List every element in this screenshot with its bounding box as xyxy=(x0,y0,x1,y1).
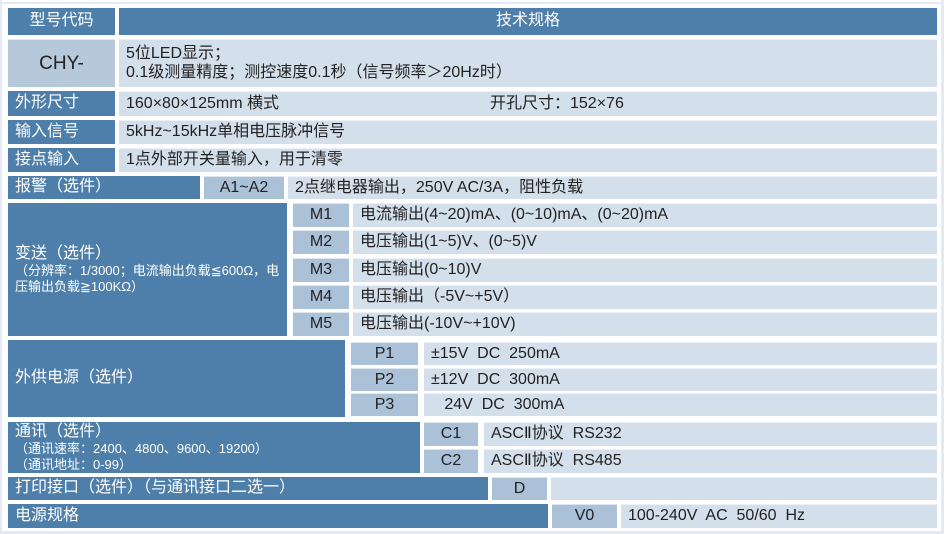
transmit-value-m3: 电压输出(0~10)V xyxy=(353,258,937,282)
input-signal-label: 输入信号 xyxy=(8,120,115,144)
alarm-value: 2点继电器输出，250V AC/3A，阻性负载 xyxy=(288,176,937,199)
aux-power-code-p2: P2 xyxy=(351,368,418,391)
hole-dimensions-value: 开孔尺寸：152×76 xyxy=(490,94,624,112)
power-spec-code-v0: V0 xyxy=(552,504,617,528)
table-border-bottom xyxy=(0,531,944,534)
alarm-code: A1~A2 xyxy=(204,176,284,199)
comm-code-c2: C2 xyxy=(424,449,478,473)
model-code-cell: CHY- xyxy=(8,39,115,87)
transmit-note: （分辨率：1/3000；电流输出负载≦600Ω，电压输出负载≧100KΩ） xyxy=(15,263,280,294)
dimensions-value: 160×80×125mm 横式 xyxy=(126,94,279,112)
contact-input-label: 接点输入 xyxy=(8,148,115,172)
comm-note-baudrate: （通讯速率：2400、4800、9600、19200） xyxy=(15,441,268,457)
transmit-code-m4: M4 xyxy=(293,285,349,309)
transmit-value-m4: 电压输出（-5V~+5V） xyxy=(353,285,937,309)
aux-power-value-p1: ±15V DC 250mA xyxy=(424,342,937,365)
aux-power-value-p3: 24V DC 300mA xyxy=(424,393,937,416)
comm-code-c1: C1 xyxy=(424,422,478,446)
printer-code-d: D xyxy=(492,477,547,500)
aux-power-label: 外供电源（选件） xyxy=(8,340,345,417)
printer-label: 打印接口（选件）（与通讯接口二选一） xyxy=(8,477,488,500)
transmit-value-m5: 电压输出(-10V~+10V) xyxy=(353,312,937,336)
power-spec-value: 100-240V AC 50/60 Hz xyxy=(621,504,937,528)
input-signal-value: 5kHz~15kHz单相电压脉冲信号 xyxy=(119,120,937,144)
power-spec-label: 电源规格 xyxy=(8,504,548,528)
printer-value xyxy=(551,477,937,500)
aux-power-code-p1: P1 xyxy=(351,342,418,365)
comm-value-c2: ASCⅡ协议 RS485 xyxy=(484,449,937,473)
aux-power-value-p2: ±12V DC 300mA xyxy=(424,368,937,391)
transmit-code-m5: M5 xyxy=(293,312,349,336)
transmit-value-m2: 电压输出(1~5)V、(0~5)V xyxy=(353,230,937,254)
table-border-right xyxy=(941,0,944,534)
model-desc-line2: 0.1级测量精度；测控速度0.1秒（信号频率＞20Hz时） xyxy=(126,63,512,81)
transmit-label: 变送（选件） xyxy=(15,244,112,262)
transmit-value-m1: 电流输出(4~20)mA、(0~10)mA、(0~20)mA xyxy=(353,203,937,227)
table-border-left xyxy=(0,0,2,534)
alarm-label: 报警（选件） xyxy=(8,176,200,199)
header-tech-spec: 技术规格 xyxy=(119,8,937,35)
model-desc-line1: 5位LED显示； xyxy=(126,45,231,63)
header-model-code: 型号代码 xyxy=(8,8,115,35)
table-border-top xyxy=(0,2,944,4)
transmit-code-m2: M2 xyxy=(293,230,349,254)
comm-note-address: （通讯地址：0-99） xyxy=(15,456,133,472)
dimensions-label: 外形尺寸 xyxy=(8,91,115,116)
transmit-code-m3: M3 xyxy=(293,258,349,282)
aux-power-code-p3: P3 xyxy=(351,393,418,416)
comm-value-c1: ASCⅡ协议 RS232 xyxy=(484,422,937,446)
comm-label: 通讯（选件） xyxy=(15,422,112,440)
contact-input-value: 1点外部开关量输入，用于清零 xyxy=(119,148,937,172)
transmit-code-m1: M1 xyxy=(293,203,349,227)
